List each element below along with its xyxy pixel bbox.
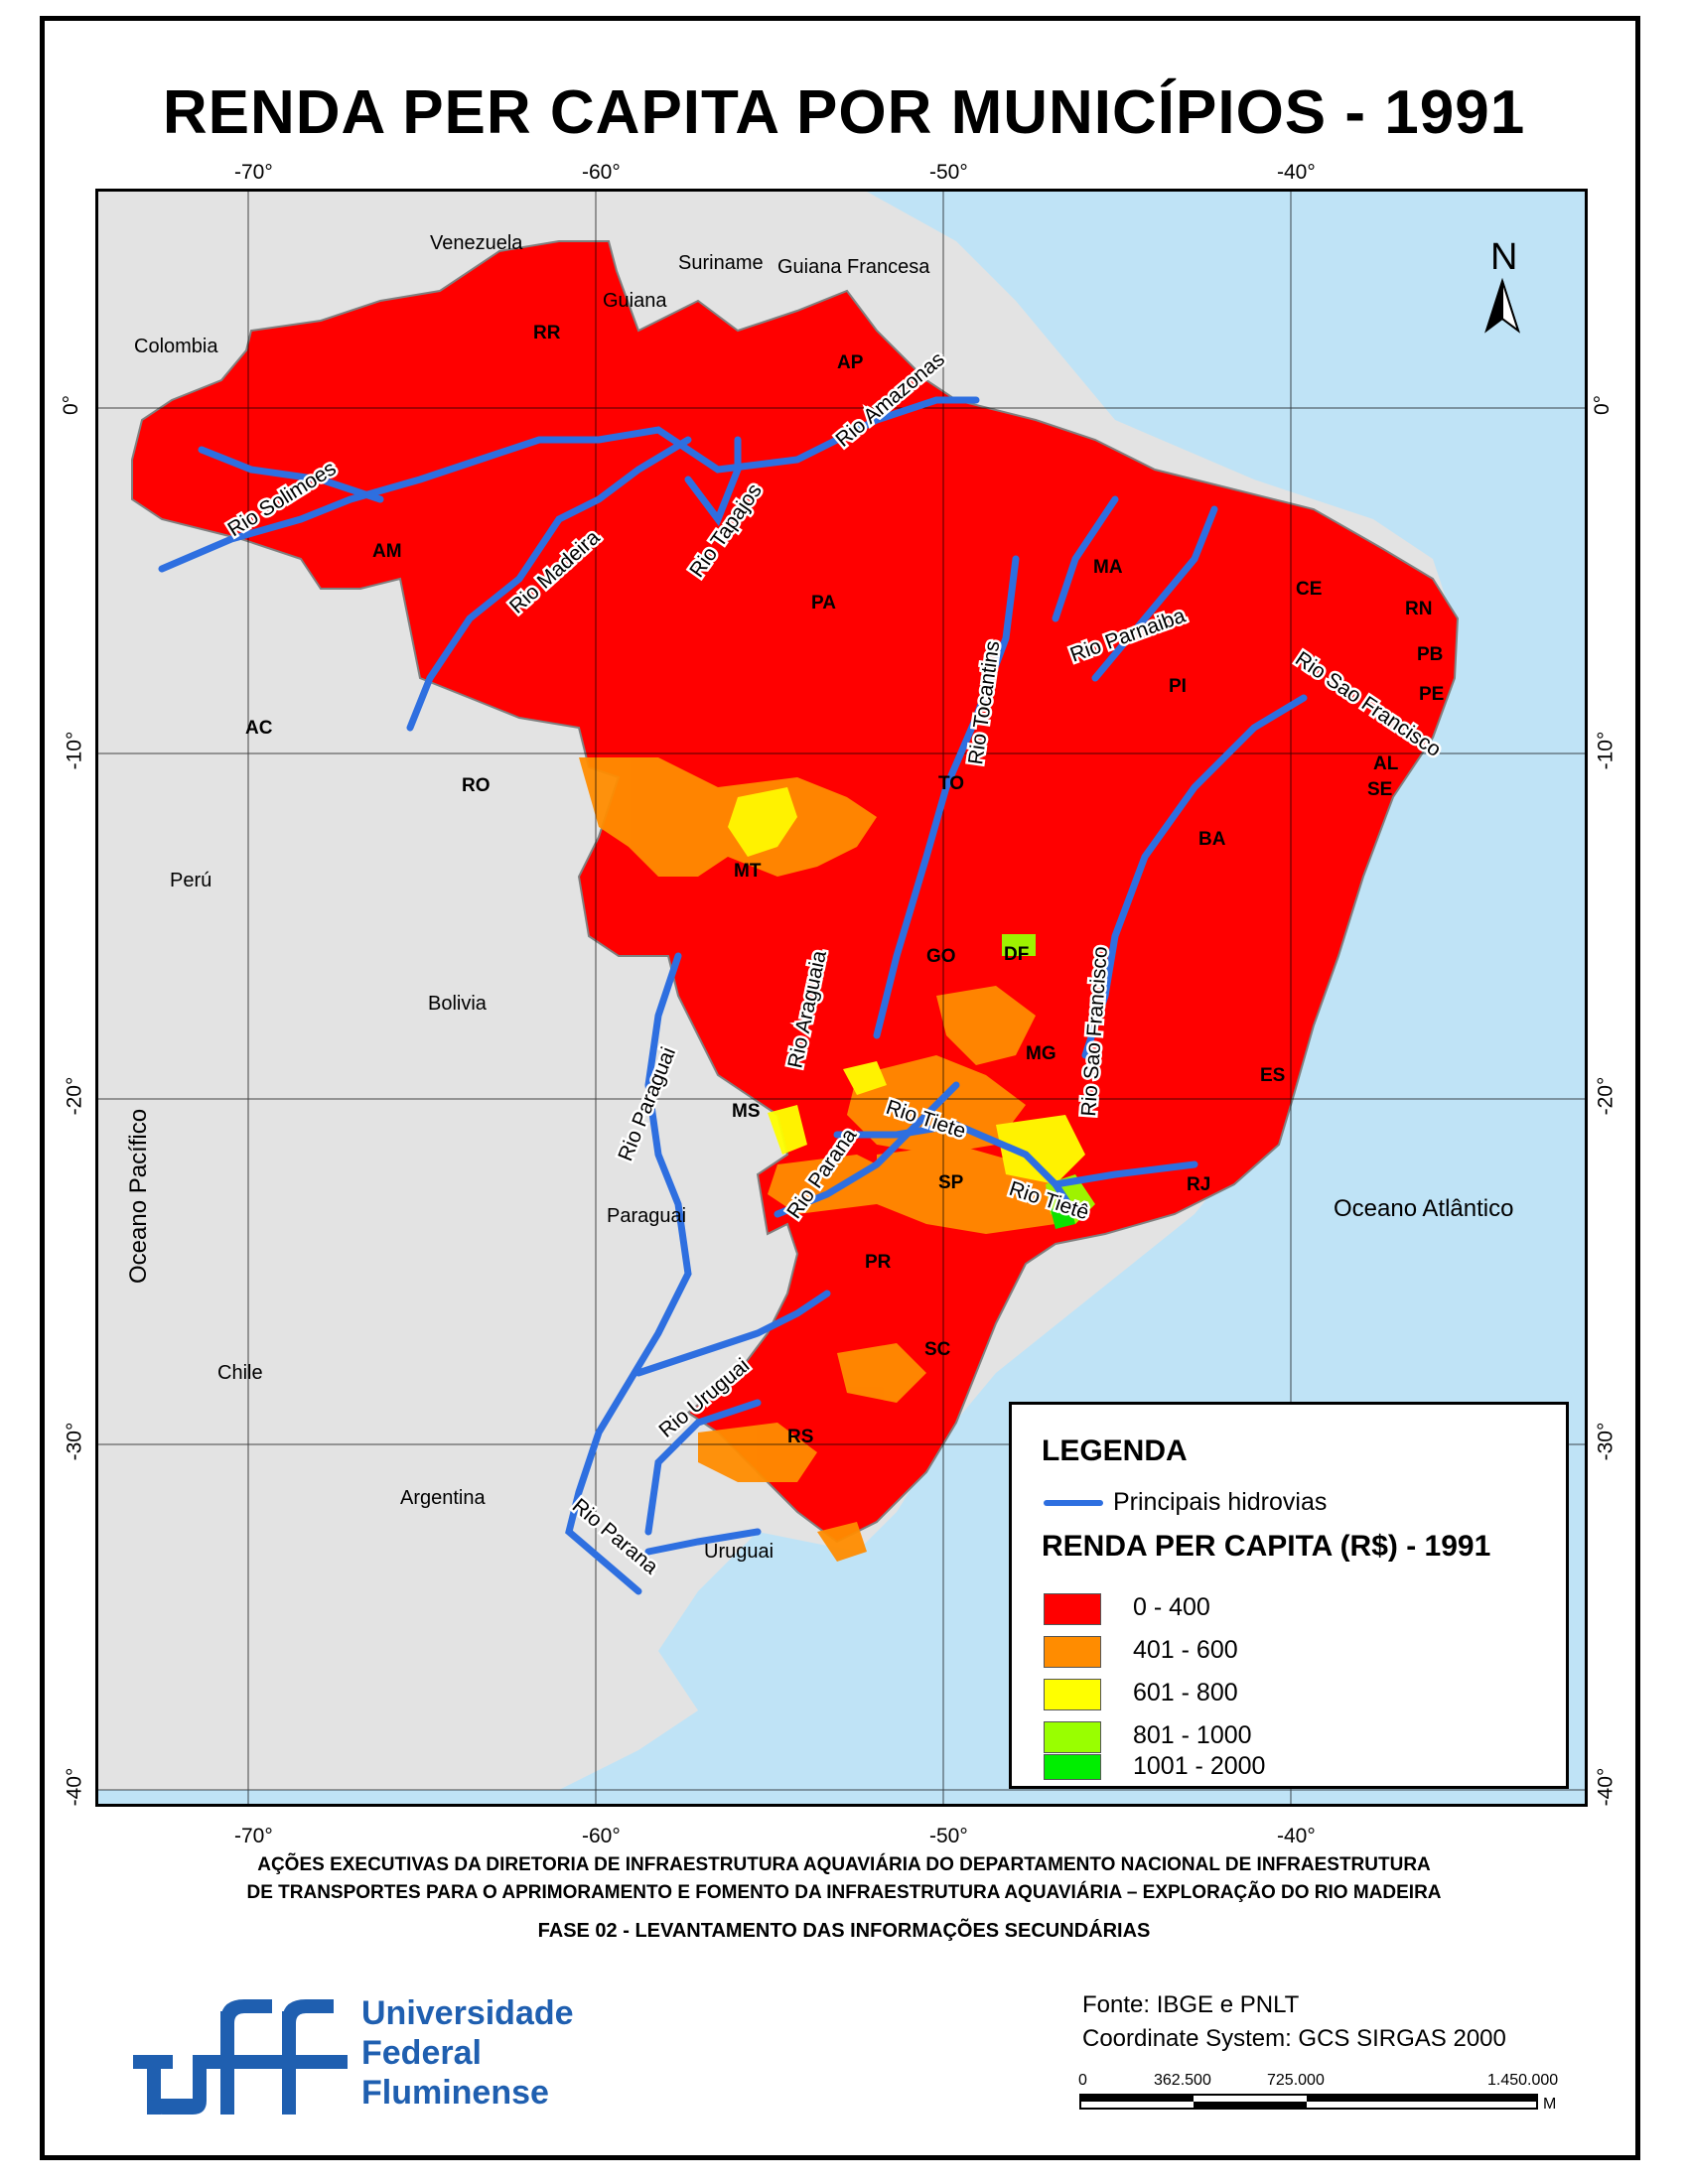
income-legend-heading: RENDA PER CAPITA (R$) - 1991 <box>1042 1530 1491 1563</box>
ocean-label-atlantic: Oceano Atlântico <box>1334 1195 1513 1222</box>
state-label: PI <box>1169 676 1187 697</box>
university-line-1: Universidade <box>361 1994 574 2032</box>
map-title: RENDA PER CAPITA POR MUNICÍPIOS - 1991 <box>162 78 1526 147</box>
country-label: Colombia <box>134 336 218 357</box>
university-line-2: Federal <box>361 2034 482 2072</box>
country-label: Venezuela <box>430 232 523 254</box>
country-label: Guiana <box>603 290 667 312</box>
lat-tick-left: -20° <box>63 1076 86 1116</box>
legend-class-label: 1001 - 2000 <box>1133 1752 1266 1780</box>
country-label: Bolivia <box>428 993 488 1015</box>
river-legend-label: Principais hidrovias <box>1113 1488 1328 1516</box>
north-arrow: N <box>1484 236 1520 334</box>
state-label: SE <box>1367 779 1392 800</box>
state-label: SP <box>938 1172 964 1193</box>
footer-line-3: FASE 02 - LEVANTAMENTO DAS INFORMAÇÕES S… <box>537 1920 1151 1942</box>
country-label: Guiana Francesa <box>777 256 930 278</box>
state-label: RS <box>787 1427 813 1447</box>
lon-tick-bottom: -70° <box>234 1825 273 1847</box>
legend-swatch <box>1044 1721 1101 1753</box>
legend-swatch <box>1044 1679 1101 1710</box>
lat-tick-right: -20° <box>1594 1076 1618 1116</box>
lon-tick-bottom: -40° <box>1277 1825 1316 1847</box>
lat-tick-left: -30° <box>63 1422 86 1461</box>
country-label: Uruguai <box>704 1541 774 1563</box>
scale-label: 0 <box>1078 2073 1087 2089</box>
state-label: RR <box>533 323 561 343</box>
scale-bar: 0 362.500 725.000 1.450.000 M <box>1078 2072 1575 2137</box>
country-label: Paraguai <box>607 1205 686 1227</box>
footer-line-1: AÇÕES EXECUTIVAS DA DIRETORIA DE INFRAES… <box>257 1854 1431 1875</box>
legend-heading: LEGENDA <box>1042 1434 1188 1467</box>
state-label: MG <box>1026 1043 1056 1064</box>
state-label: AC <box>245 718 273 739</box>
state-label: SC <box>924 1339 951 1360</box>
legend-swatch <box>1044 1593 1101 1625</box>
scale-label: 1.450.000 <box>1487 2073 1558 2089</box>
scale-unit: M <box>1543 2096 1556 2113</box>
lat-tick-right: 0° <box>1591 394 1615 416</box>
state-label: DF <box>1004 944 1029 965</box>
lat-tick-left: -10° <box>63 731 86 770</box>
state-label: GO <box>926 946 956 967</box>
state-labels: RR AP AM PA MA CE RN PB PE PI AL SE AC R… <box>245 323 1444 1447</box>
university-line-3: Fluminense <box>361 2074 549 2112</box>
footer-line-2: DE TRANSPORTES PARA O APRIMORAMENTO E FO… <box>246 1882 1442 1903</box>
state-label: CE <box>1296 579 1322 600</box>
state-label: AP <box>837 352 864 373</box>
river-symbol <box>1044 1500 1103 1506</box>
legend-class-label: 601 - 800 <box>1133 1679 1238 1706</box>
state-label: RO <box>462 775 491 796</box>
lon-tick-bottom: -60° <box>582 1825 621 1847</box>
scale-label: 362.500 <box>1154 2073 1211 2089</box>
legend-swatch <box>1044 1754 1101 1780</box>
lat-tick-right: -10° <box>1594 731 1618 770</box>
map-frame <box>40 16 1640 2160</box>
state-label: AM <box>372 541 402 562</box>
legend-class-label: 801 - 1000 <box>1133 1721 1252 1749</box>
state-label: MT <box>734 861 762 882</box>
country-label: Argentina <box>400 1487 486 1509</box>
state-label: PE <box>1419 684 1444 705</box>
lon-tick-top: -70° <box>234 161 273 184</box>
country-label: Suriname <box>678 252 764 274</box>
crs-text: Coordinate System: GCS SIRGAS 2000 <box>1082 2025 1506 2052</box>
state-label: PR <box>865 1252 892 1273</box>
state-label: BA <box>1198 829 1226 850</box>
state-label: RN <box>1405 599 1432 619</box>
state-label: AL <box>1373 753 1399 774</box>
lon-tick-bottom: -50° <box>929 1825 968 1847</box>
legend-swatch <box>1044 1636 1101 1668</box>
state-label: PB <box>1417 644 1443 665</box>
state-label: TO <box>938 773 964 794</box>
uff-logo <box>133 1991 352 2125</box>
lat-tick-left: 0° <box>60 394 83 416</box>
lon-tick-top: -50° <box>929 161 968 184</box>
country-label: Perú <box>170 870 211 891</box>
lat-tick-right: -30° <box>1594 1422 1618 1461</box>
lat-tick-right: -40° <box>1594 1767 1618 1807</box>
scale-label: 725.000 <box>1267 2073 1325 2089</box>
state-label: RJ <box>1187 1174 1210 1195</box>
legend-class-label: 0 - 400 <box>1133 1593 1210 1621</box>
ocean-label-pacific: Oceano Pacífico <box>125 1109 152 1284</box>
legend-class-label: 401 - 600 <box>1133 1636 1238 1664</box>
country-labels: Venezuela Guiana Suriname Guiana Frances… <box>134 232 930 1563</box>
lat-tick-left: -40° <box>63 1767 86 1807</box>
legend-box: LEGENDA Principais hidrovias RENDA PER C… <box>1009 1402 1569 1789</box>
lon-tick-top: -40° <box>1277 161 1316 184</box>
university-name: Universidade Federal Fluminense <box>361 1993 574 2113</box>
state-label: ES <box>1260 1065 1285 1086</box>
brazil-shape <box>131 240 1460 1544</box>
source-text: Fonte: IBGE e PNLT <box>1082 1991 1300 2018</box>
country-label: Chile <box>217 1362 263 1384</box>
rivers <box>158 396 1308 1595</box>
state-label: MA <box>1093 557 1123 578</box>
state-label: MS <box>732 1101 761 1122</box>
state-label: PA <box>811 593 836 614</box>
north-label: N <box>1490 236 1517 278</box>
lon-tick-top: -60° <box>582 161 621 184</box>
